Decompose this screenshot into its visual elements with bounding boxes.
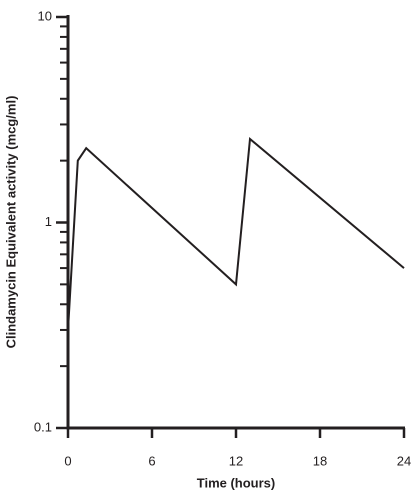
- x-axis-label: Time (hours): [197, 475, 276, 490]
- y-axis-label: Clindamycin Equivalent activity (mcg/ml): [3, 96, 18, 349]
- y-tick-label: 10: [38, 8, 52, 23]
- x-tick-label: 18: [313, 453, 327, 468]
- data-line: [67, 136, 405, 331]
- x-tick-label: 0: [64, 453, 71, 468]
- x-tick-label: 6: [148, 453, 155, 468]
- x-tick-label: 12: [229, 453, 243, 468]
- y-tick-label: 1: [45, 214, 52, 229]
- y-tick-label: 0.1: [34, 419, 52, 434]
- x-tick-label: 24: [397, 453, 411, 468]
